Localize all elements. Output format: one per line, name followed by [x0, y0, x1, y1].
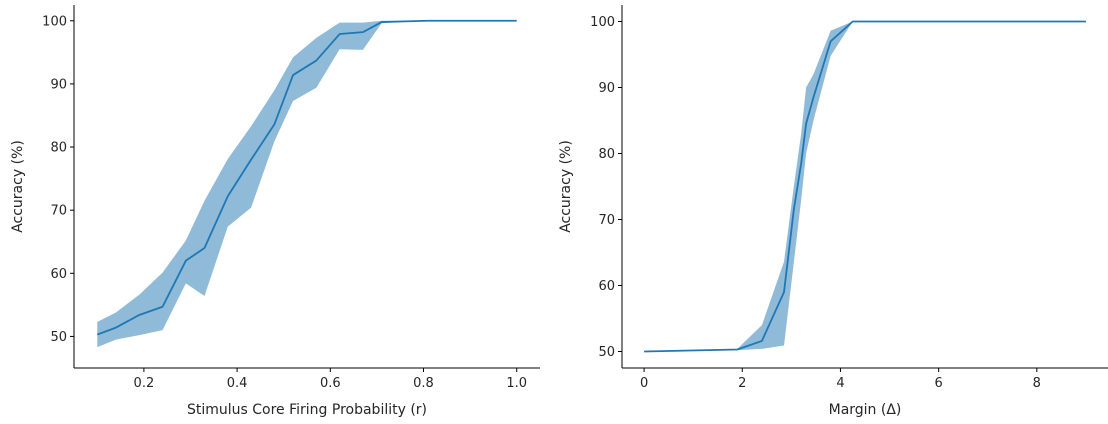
y-tick-label: 70	[598, 213, 615, 228]
x-axis-label: Stimulus Core Firing Probability (r)	[187, 402, 427, 418]
y-tick-label: 90	[50, 77, 67, 92]
x-tick-label: 0	[640, 376, 648, 391]
x-tick-label: 0.4	[227, 376, 248, 391]
x-tick-label: 0.8	[413, 376, 434, 391]
chart-panel-1: 0.2 0.4 0.6 0.8 1.0 50 60 70 80 90 100 Stimulus Cor…	[10, 5, 540, 418]
x-tick-label: 2	[738, 376, 746, 391]
confidence-band	[644, 21, 1086, 352]
y-axis-label: Accuracy (%)	[10, 140, 26, 233]
y-tick-label: 60	[598, 279, 615, 294]
accuracy-line	[644, 20, 1086, 353]
x-axis-label: Margin (Δ)	[829, 402, 902, 418]
y-tick-label: 60	[50, 267, 67, 282]
y-tick-label: 70	[50, 204, 67, 219]
x-tick-label: 0.6	[320, 376, 341, 391]
x-tick-label: 4	[836, 376, 844, 391]
x-tick-label: 1.0	[506, 376, 527, 391]
y-tick-label: 80	[50, 141, 67, 156]
y-tick-label: 50	[598, 345, 615, 360]
confidence-band	[97, 20, 517, 348]
chart-panel-2: 0 2 4 6 8 50 60 70 80 90 100 Margin (Δ) Accuracy (%)	[558, 5, 1108, 418]
y-tick-label: 50	[50, 330, 67, 345]
y-axis-label: Accuracy (%)	[558, 140, 574, 233]
x-tick-label: 8	[1033, 376, 1041, 391]
y-tick-label: 100	[590, 15, 615, 30]
y-tick-label: 90	[598, 81, 615, 96]
y-tick-label: 100	[42, 14, 67, 29]
x-tick-label: 0.2	[134, 376, 155, 391]
y-tick-label: 80	[598, 147, 615, 162]
accuracy-line	[96, 19, 517, 336]
x-tick-label: 6	[934, 376, 942, 391]
